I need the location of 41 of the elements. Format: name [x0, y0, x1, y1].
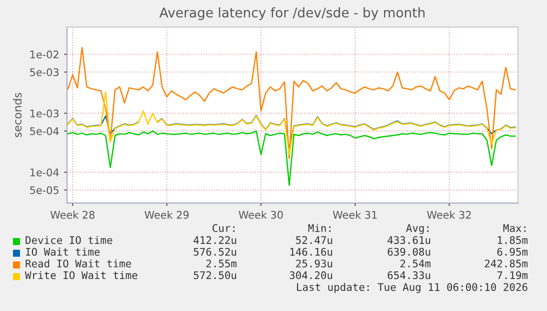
line-series — [67, 130, 516, 186]
text: 146.16u — [290, 248, 332, 256]
text: 1.85m — [498, 236, 528, 244]
text: 304.20u — [290, 271, 332, 280]
y-tick-label: 1e-04 — [30, 168, 59, 176]
text: 25.93u — [296, 260, 332, 268]
x-tick-label: Week 32 — [427, 210, 471, 219]
x-tick-label: Week 28 — [50, 210, 94, 219]
legend-label: Write IO Wait time — [25, 271, 138, 280]
y-tick-label: 5e-04 — [30, 127, 59, 136]
legend-label: Read IO Wait time — [26, 259, 131, 268]
text: 2.54m — [400, 260, 431, 268]
legend-label: Device IO time — [26, 236, 112, 244]
text: 576.52u — [194, 248, 236, 256]
text: 412.22u — [194, 236, 236, 244]
line-series — [67, 46, 516, 160]
text: 7.19m — [497, 271, 528, 280]
text: 654.33u — [388, 271, 430, 280]
text: 639.08u — [388, 248, 430, 256]
text: 52.47u — [296, 236, 332, 244]
y-tick-label: 5e-03 — [30, 68, 59, 76]
line-series — [67, 91, 516, 156]
text: Avg: — [406, 224, 428, 234]
y-tick-label: 1e-03 — [30, 110, 59, 118]
chart-title: Average latency for /dev/sde - by month — [159, 7, 425, 20]
text: 572.50u — [194, 271, 236, 280]
text: Cur: — [212, 224, 234, 232]
y-tick-label: 1e-02 — [30, 50, 58, 58]
text: Max: — [503, 224, 526, 232]
x-tick-label: Week 31 — [332, 210, 377, 219]
text: Min: — [308, 224, 330, 232]
y-tick-label: 5e-05 — [30, 186, 58, 194]
text: 433.61u — [388, 236, 430, 244]
x-tick-label: Week 30 — [238, 210, 283, 219]
text: Last update: Tue Aug 11 06:00:10 2026 — [297, 282, 528, 294]
x-tick-label: Week 29 — [144, 210, 189, 219]
y-axis-title: seconds — [13, 92, 22, 138]
text: 242.85m — [484, 260, 528, 268]
text: 2.55m — [206, 260, 237, 268]
text: 6.95m — [497, 248, 528, 256]
legend-label: IO Wait time — [26, 248, 100, 256]
